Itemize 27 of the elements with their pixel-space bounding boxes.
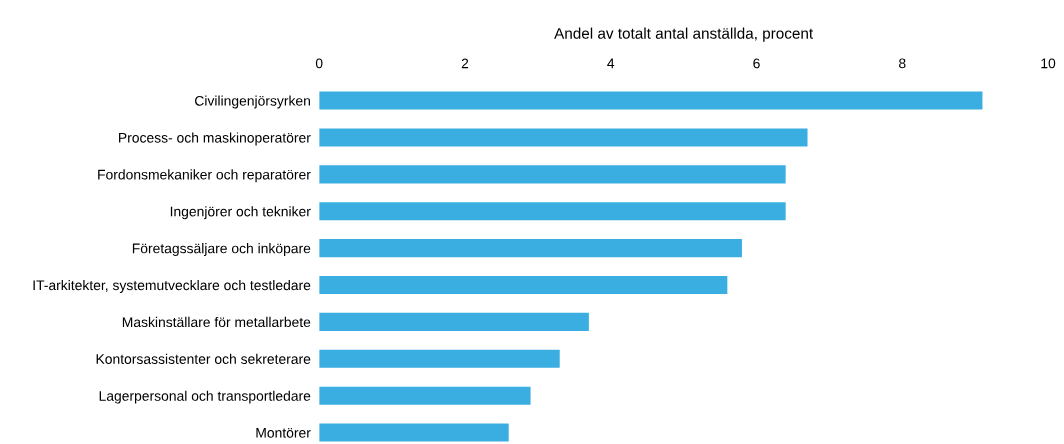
- x-tick-label: 6: [753, 58, 760, 69]
- y-tick-label: Företagssäljare och inköpare: [132, 243, 311, 257]
- y-tick-label: Montörer: [256, 428, 311, 438]
- x-tick-label: 4: [607, 58, 615, 69]
- bar: [319, 128, 808, 147]
- y-tick-label: IT-arkitekter, systemutvecklare och testledare: [33, 279, 311, 293]
- bar: [319, 165, 786, 184]
- bar: [319, 312, 589, 331]
- bar: [319, 386, 531, 405]
- x-axis-title: Andel av totalt antal anställda, procent: [554, 27, 814, 42]
- bar: [319, 91, 983, 110]
- x-tick-label: 10: [1041, 58, 1056, 69]
- y-tick-label: Fordonsmekaniker och reparatörer: [98, 169, 311, 183]
- y-tick-label: Process- och maskinoperatörer: [119, 132, 311, 146]
- y-tick-label: Ingenjörer och tekniker: [170, 206, 311, 220]
- x-tick-label: 0: [315, 58, 323, 69]
- x-tick-label: 2: [461, 58, 469, 69]
- y-tick-label: Lagerpersonal och transportledare: [99, 390, 311, 404]
- bar: [319, 202, 786, 221]
- bar: [319, 275, 728, 295]
- x-tick-label: 8: [899, 58, 906, 69]
- bar: [319, 423, 509, 442]
- y-tick-label: Civilingenjörsyrken: [195, 95, 310, 109]
- bar: [319, 239, 742, 258]
- bar: [319, 349, 560, 368]
- y-tick-label: Kontorsassistenter och sekreterare: [96, 353, 311, 364]
- y-tick-label: Maskinställare för metallarbete: [122, 316, 311, 328]
